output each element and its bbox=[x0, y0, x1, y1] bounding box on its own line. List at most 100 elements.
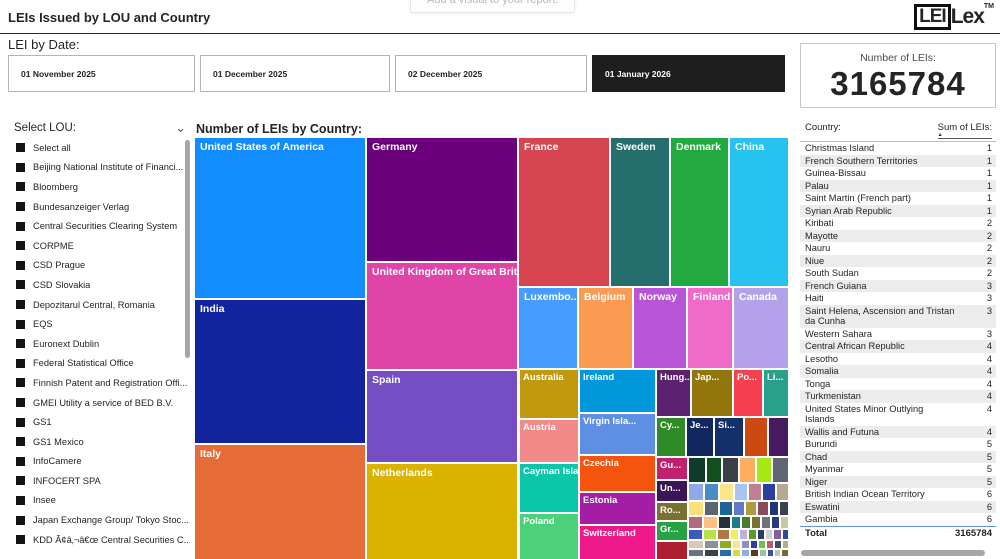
mosaic-cell[interactable] bbox=[763, 484, 776, 500]
checkbox-checked-icon[interactable] bbox=[16, 260, 25, 270]
table-row[interactable]: Myanmar 5 bbox=[800, 463, 996, 476]
checkbox-checked-icon[interactable] bbox=[16, 300, 25, 310]
mosaic-cell[interactable] bbox=[742, 541, 749, 548]
mosaic-cell[interactable] bbox=[704, 502, 719, 515]
treemap-cell[interactable]: Poland bbox=[520, 514, 578, 559]
table-row[interactable]: Eswatini 6 bbox=[800, 500, 996, 513]
mosaic-cell[interactable] bbox=[733, 541, 741, 548]
mosaic-cell[interactable] bbox=[757, 530, 765, 539]
checkbox-checked-icon[interactable] bbox=[16, 221, 25, 231]
lou-item[interactable]: GMEI Utility a service of BED B.V. bbox=[8, 393, 190, 413]
checkbox-checked-icon[interactable] bbox=[16, 358, 25, 368]
checkbox-checked-icon[interactable] bbox=[16, 202, 25, 212]
table-row[interactable]: Syrian Arab Republic 1 bbox=[800, 204, 996, 217]
mosaic-cell[interactable] bbox=[760, 550, 766, 556]
lou-item[interactable]: GS1 Mexico bbox=[8, 432, 190, 452]
treemap-cell[interactable]: Austria bbox=[520, 420, 578, 462]
treemap-cell[interactable] bbox=[745, 418, 767, 456]
treemap-cell[interactable]: United States of America bbox=[195, 138, 365, 298]
mosaic-cell[interactable] bbox=[720, 550, 732, 556]
treemap-cell[interactable] bbox=[657, 542, 687, 559]
treemap-cell[interactable]: Netherlands bbox=[367, 464, 517, 559]
treemap-cell[interactable]: Spain bbox=[367, 371, 517, 462]
mosaic-cell[interactable] bbox=[751, 550, 759, 556]
table-row[interactable]: Niger 5 bbox=[800, 475, 996, 488]
table-row[interactable]: Guinea-Bissau 1 bbox=[800, 167, 996, 180]
treemap-cell[interactable]: Australia bbox=[520, 370, 578, 418]
checkbox-checked-icon[interactable] bbox=[16, 456, 25, 466]
mosaic-cell[interactable] bbox=[750, 541, 757, 548]
table-row[interactable]: Saint Martin (French part) 1 bbox=[800, 192, 996, 205]
lou-item[interactable]: EQS bbox=[8, 314, 190, 334]
mosaic-cell[interactable] bbox=[720, 502, 732, 515]
table-row[interactable]: British Indian Ocean Territory 6 bbox=[800, 488, 996, 501]
mosaic-cell[interactable] bbox=[689, 484, 703, 500]
lou-item[interactable]: CSD Prague bbox=[8, 256, 190, 276]
treemap-cell[interactable]: Germany bbox=[367, 138, 517, 261]
treemap-cell[interactable]: Czechia bbox=[580, 456, 655, 491]
mosaic-cell[interactable] bbox=[723, 458, 738, 482]
mosaic-cell[interactable] bbox=[704, 550, 719, 556]
mosaic-cell[interactable] bbox=[756, 458, 772, 482]
treemap-cell[interactable]: India bbox=[195, 300, 365, 443]
table-row[interactable]: Lesotho 4 bbox=[800, 353, 996, 366]
mosaic-cell[interactable] bbox=[774, 530, 781, 539]
lou-item[interactable]: Beijing National Institute of Financi... bbox=[8, 158, 190, 178]
mosaic-cell[interactable] bbox=[781, 517, 789, 528]
mosaic-cell[interactable] bbox=[718, 530, 729, 539]
lou-item[interactable]: Depozitarul Central, Romania bbox=[8, 295, 190, 315]
mosaic-cell[interactable] bbox=[703, 530, 717, 539]
treemap-cell[interactable]: Finland bbox=[688, 288, 732, 368]
lou-item[interactable]: Bloomberg bbox=[8, 177, 190, 197]
mosaic-cell[interactable] bbox=[689, 530, 702, 539]
mosaic-cell[interactable] bbox=[718, 517, 730, 528]
treemap-cell[interactable]: Luxembo... bbox=[519, 288, 577, 368]
mosaic-cell[interactable] bbox=[720, 541, 732, 548]
date-button[interactable]: 01 January 2026 bbox=[592, 55, 785, 92]
table-row[interactable]: Somalia 4 bbox=[800, 365, 996, 378]
treemap-cell[interactable]: Un... bbox=[657, 481, 687, 501]
table-row[interactable]: Niue 2 bbox=[800, 254, 996, 267]
mosaic-cell[interactable] bbox=[689, 502, 703, 515]
checkbox-checked-icon[interactable] bbox=[16, 280, 25, 290]
mosaic-cell[interactable] bbox=[767, 550, 773, 556]
mosaic-cell[interactable] bbox=[704, 541, 718, 548]
mosaic-cell[interactable] bbox=[739, 458, 755, 482]
lou-item[interactable]: InfoCamere bbox=[8, 452, 190, 472]
treemap-cell[interactable]: Li... bbox=[764, 370, 788, 416]
table-row[interactable]: Nauru 2 bbox=[800, 242, 996, 255]
mosaic-cell[interactable] bbox=[733, 550, 741, 556]
checkbox-checked-icon[interactable] bbox=[16, 417, 25, 427]
mosaic-cell[interactable] bbox=[733, 502, 745, 515]
treemap-cell[interactable]: Je... bbox=[687, 418, 713, 456]
date-button[interactable]: 02 December 2025 bbox=[395, 55, 587, 92]
treemap-cell[interactable]: Estonia bbox=[580, 493, 655, 524]
table-row[interactable]: Turkmenistan 4 bbox=[800, 390, 996, 403]
treemap-cell[interactable]: Cy... bbox=[657, 418, 685, 456]
mosaic-cell[interactable] bbox=[740, 530, 748, 539]
treemap-cell[interactable]: Belgium bbox=[579, 288, 632, 368]
treemap-cell[interactable]: France bbox=[519, 138, 609, 286]
treemap-cell[interactable]: Cayman Isla... bbox=[520, 464, 578, 512]
mosaic-cell[interactable] bbox=[689, 458, 705, 482]
checkbox-checked-icon[interactable] bbox=[16, 378, 25, 388]
mosaic-cell[interactable] bbox=[774, 541, 782, 548]
mosaic-cell[interactable] bbox=[773, 458, 789, 482]
date-button[interactable]: 01 November 2025 bbox=[8, 55, 195, 92]
table-row[interactable]: Mayotte 2 bbox=[800, 229, 996, 242]
treemap-cell[interactable]: Ireland bbox=[580, 370, 655, 412]
mosaic-cell[interactable] bbox=[766, 530, 773, 539]
treemap-cell[interactable] bbox=[769, 418, 788, 456]
checkbox-checked-icon[interactable] bbox=[16, 241, 25, 251]
mosaic-cell[interactable] bbox=[769, 502, 779, 515]
mosaic-cell[interactable] bbox=[742, 550, 750, 556]
table-row[interactable]: Tonga 4 bbox=[800, 378, 996, 391]
table-row[interactable]: Saint Helena, Ascension and Tristan da C… bbox=[800, 304, 996, 328]
table-row[interactable]: Burundi 5 bbox=[800, 438, 996, 451]
table-row[interactable]: United States Minor Outlying Islands 4 bbox=[800, 403, 996, 426]
checkbox-checked-icon[interactable] bbox=[16, 339, 25, 349]
table-row[interactable]: Wallis and Futuna 4 bbox=[800, 425, 996, 438]
mosaic-cell[interactable] bbox=[689, 517, 702, 528]
checkbox-checked-icon[interactable] bbox=[16, 437, 25, 447]
lou-item[interactable]: Select all bbox=[8, 138, 190, 158]
